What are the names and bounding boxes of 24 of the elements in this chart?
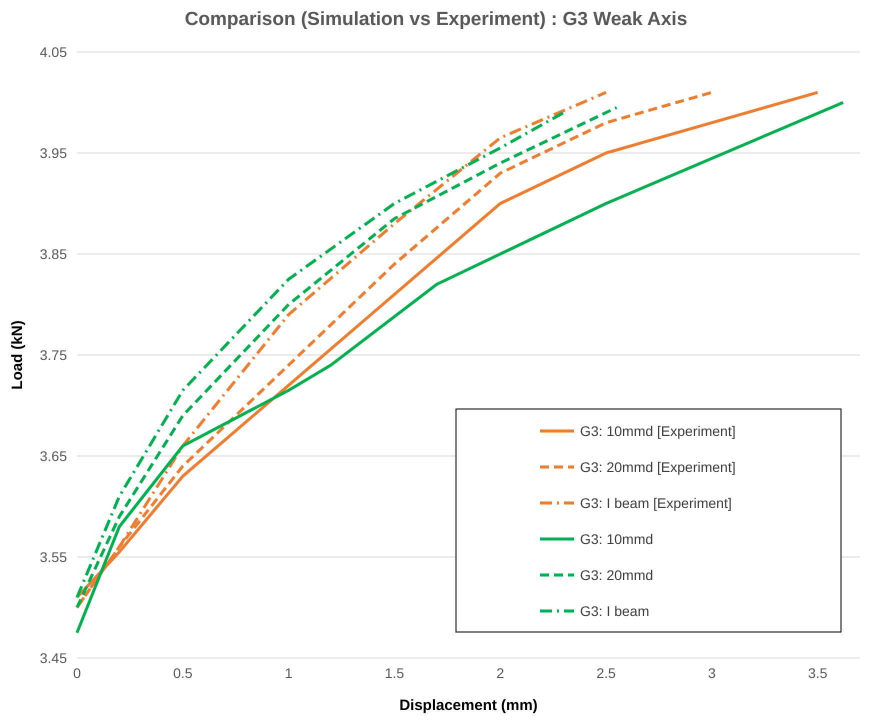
y-tick-label: 3.55 [40, 549, 68, 565]
y-tick-label: 3.85 [40, 246, 68, 262]
y-tick-label: 4.05 [40, 44, 68, 60]
x-tick-label: 2 [496, 665, 504, 681]
x-tick-label: 2.5 [596, 665, 616, 681]
x-tick-label: 1 [284, 665, 293, 681]
x-tick-label: 0 [73, 665, 82, 681]
legend-label: G3: I beam [580, 603, 650, 619]
x-axis-title: Displacement (mm) [399, 697, 538, 714]
legend-label: G3: 10mmd [Experiment] [580, 423, 736, 439]
y-tick-label: 3.95 [40, 145, 68, 161]
y-tick-label: 3.45 [40, 650, 68, 666]
legend-label: G3: 10mmd [580, 531, 654, 547]
x-tick-label: 1.5 [384, 665, 404, 681]
legend-label: G3: 20mmd [Experiment] [580, 459, 736, 475]
x-tick-label: 3 [708, 665, 716, 681]
chart-title: Comparison (Simulation vs Experiment) : G3 Weak Axis [184, 9, 688, 30]
x-tick-label: 0.5 [173, 665, 193, 681]
y-axis-title: Load (kN) [9, 320, 26, 390]
y-tick-label: 3.75 [40, 347, 68, 363]
y-tick-label: 3.65 [40, 448, 68, 464]
x-tick-label: 3.5 [808, 665, 828, 681]
legend-label: G3: 20mmd [580, 567, 654, 583]
legend-label: G3: I beam [Experiment] [580, 495, 732, 511]
